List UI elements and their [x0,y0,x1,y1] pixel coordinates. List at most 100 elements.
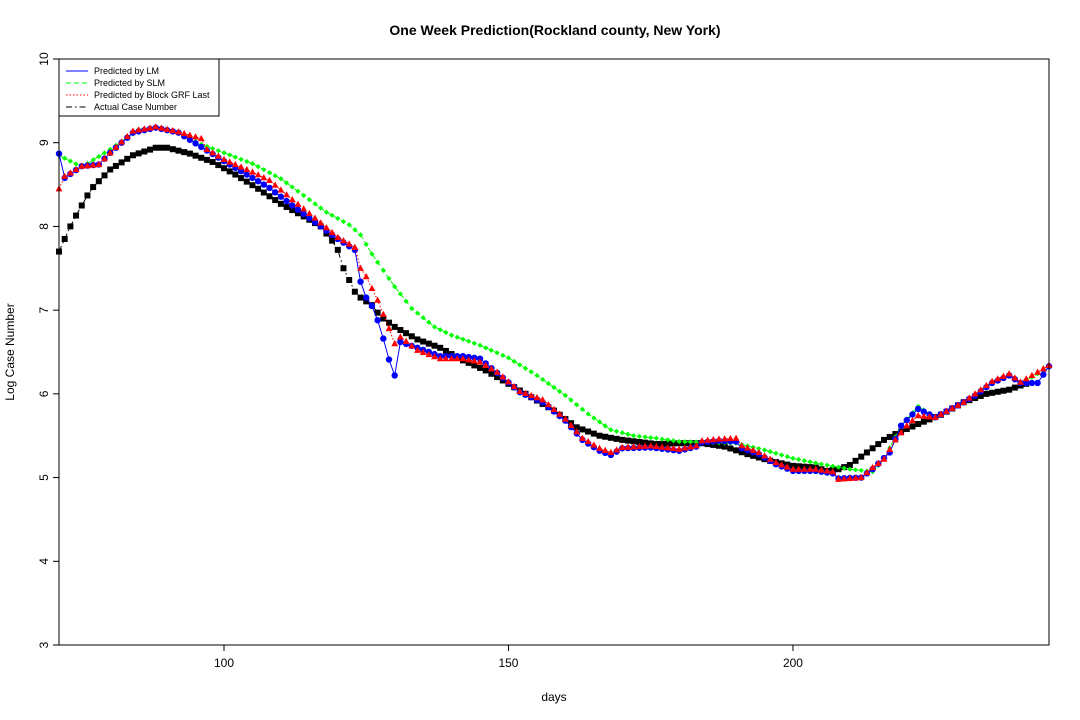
data-point [493,368,501,375]
data-point [101,155,108,162]
data-point [403,298,409,304]
data-point [795,465,803,472]
data-point [351,243,359,250]
data-point [852,457,859,464]
data-point [244,158,250,165]
data-point [653,442,660,450]
data-point [596,432,603,439]
data-point [164,144,171,151]
data-point [567,421,575,428]
data-point [147,146,154,153]
data-point [186,150,193,157]
data-point [602,423,608,429]
y-tick-label: 5 [37,474,51,481]
data-point [300,210,307,218]
data-point [124,155,131,162]
data-point [272,173,278,179]
data-point [648,434,654,441]
data-point [715,435,723,442]
data-point [813,460,819,466]
y-tick-label: 10 [37,52,51,66]
data-point [557,388,563,395]
data-point [829,468,837,475]
y-tick-label: 6 [37,390,51,397]
data-point [238,156,244,162]
data-point [283,197,290,205]
data-point [971,390,979,397]
data-point [494,350,500,356]
data-point [129,152,136,159]
data-point [226,158,234,165]
data-point [442,347,449,354]
data-point [533,394,541,401]
data-point [983,390,990,397]
data-point [476,358,484,365]
data-point [300,205,308,212]
data-point [500,352,506,358]
data-point [482,361,490,368]
data-point [977,392,984,399]
data-point [835,475,842,482]
data-point [175,128,182,135]
data-point [591,415,597,421]
chart-title: One Week Prediction(Rockland county, New… [389,22,720,38]
data-point [488,365,495,372]
data-point [1040,371,1047,378]
data-point [78,162,86,169]
data-point [630,438,637,445]
data-point [613,435,620,442]
data-point [608,427,614,433]
data-point [266,176,273,183]
data-point [914,405,922,413]
data-point [903,426,910,433]
data-point [511,358,517,364]
x-axis-label: days [541,690,566,704]
data-point [1028,379,1036,387]
data-point [283,180,290,186]
data-point [830,463,836,469]
data-point [687,443,694,450]
legend: Predicted by LM Predicted by SLM Predicted… [58,58,220,117]
data-point [351,288,358,295]
data-point [477,364,484,371]
data-point [613,446,620,453]
data-point [858,453,865,460]
data-point [289,202,296,209]
data-point [346,277,353,284]
data-point [283,191,290,198]
data-point [687,439,694,445]
data-point [914,412,922,419]
data-point [1034,368,1042,375]
data-point [192,152,199,159]
data-point [784,454,790,460]
data-point [488,347,495,353]
data-point [112,143,120,150]
data-point [237,163,245,170]
data-point [340,265,347,272]
data-point [721,443,728,450]
data-point [306,214,313,222]
data-point [226,168,233,175]
data-point [221,150,227,156]
data-point [249,168,256,175]
data-point [380,267,386,273]
data-point [801,458,807,464]
data-point [635,442,643,450]
data-point [437,344,444,351]
data-point [391,372,398,379]
data-point [522,389,529,397]
data-point [392,284,398,290]
data-point [460,336,466,342]
data-point [192,140,199,147]
data-point [607,434,614,441]
data-point [653,435,660,441]
data-point [659,436,665,442]
data-point [892,431,899,438]
data-point [135,150,142,157]
data-point [561,415,569,422]
data-point [294,210,301,217]
data-point [420,315,426,321]
data-point [926,416,933,423]
